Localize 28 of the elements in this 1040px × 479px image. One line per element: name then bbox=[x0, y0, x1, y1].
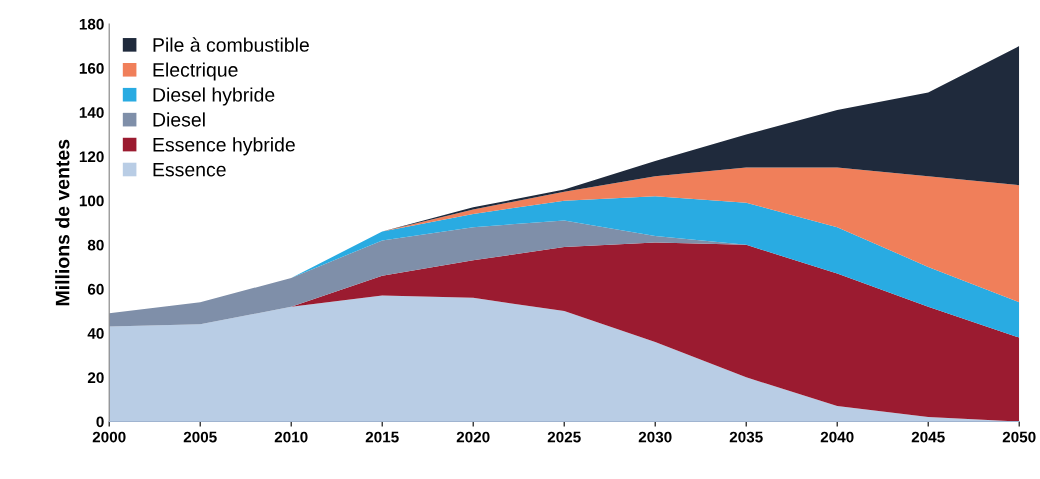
x-tick-label: 2015 bbox=[365, 431, 399, 443]
y-tick-label: 0 bbox=[96, 416, 104, 428]
y-tick-label: 20 bbox=[87, 372, 104, 384]
y-tick-label: 180 bbox=[79, 18, 104, 30]
legend-label: Essence hybride bbox=[153, 137, 295, 156]
y-tick-label: 60 bbox=[87, 283, 104, 295]
y-tick-label: 100 bbox=[79, 195, 104, 207]
x-tick-label: 2000 bbox=[92, 431, 126, 443]
x-tick-label: 2030 bbox=[638, 431, 672, 443]
x-tick-label: 2035 bbox=[729, 431, 763, 443]
x-tick-label: 2020 bbox=[456, 431, 490, 443]
legend-label: Electrique bbox=[153, 62, 238, 81]
y-axis-title: Millions de ventes bbox=[55, 139, 70, 306]
x-tick-label: 2040 bbox=[820, 431, 854, 443]
y-tick-label: 120 bbox=[79, 151, 104, 163]
y-tick-label: 40 bbox=[87, 328, 104, 339]
legend-label: Essence bbox=[153, 162, 226, 177]
x-tick-label: 2025 bbox=[547, 431, 581, 443]
y-tick-label: 80 bbox=[87, 239, 104, 251]
legend-label: Diesel hybride bbox=[153, 87, 275, 106]
y-tick-label: 160 bbox=[79, 62, 104, 74]
legend-label: Diesel bbox=[153, 112, 205, 127]
x-tick-label: 2050 bbox=[1002, 431, 1036, 443]
y-tick-label: 140 bbox=[79, 107, 104, 118]
x-tick-label: 2010 bbox=[274, 431, 308, 443]
x-tick-label: 2045 bbox=[911, 431, 945, 443]
legend-label: Pile à combustible bbox=[153, 37, 309, 52]
x-tick-label: 2005 bbox=[183, 431, 217, 443]
